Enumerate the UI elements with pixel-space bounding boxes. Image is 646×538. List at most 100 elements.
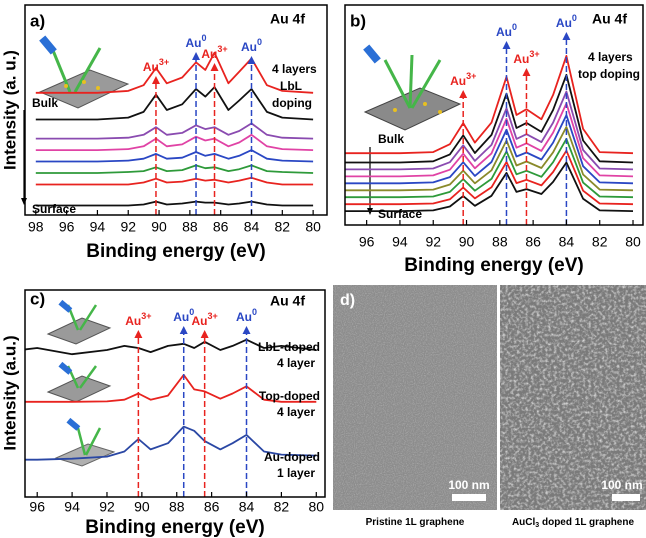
- annotation: top doping: [578, 67, 640, 81]
- peak-label: Au3+: [450, 71, 476, 88]
- x-axis-label: Binding energy (eV): [86, 241, 265, 262]
- peak-arrow: [502, 41, 510, 49]
- scale-bar: [612, 494, 640, 501]
- panel-label: c): [30, 289, 45, 308]
- annotation: 4 layer: [277, 356, 315, 370]
- annotation: LbL: [280, 79, 302, 93]
- inset-schematic: [363, 45, 460, 130]
- x-tick-label: 84: [559, 234, 575, 250]
- panel-label: d): [340, 292, 355, 309]
- peak-label-sup: 0: [572, 13, 577, 23]
- annotation: LbL-doped: [258, 340, 320, 354]
- panel-title: Au 4f: [270, 293, 305, 309]
- peak-arrow: [248, 56, 256, 64]
- annotation: Surface: [378, 207, 422, 221]
- peak-label-base: Au: [513, 52, 529, 66]
- peak-arrow: [180, 326, 188, 334]
- spectrum-line: [36, 150, 313, 161]
- peak-label: Au0: [241, 37, 262, 54]
- annotation: 4 layers: [588, 50, 633, 64]
- annotation: Top-doped: [259, 389, 320, 403]
- x-tick-label: 98: [28, 219, 44, 235]
- x-tick-label: 80: [305, 219, 321, 235]
- x-axis-label: Binding energy (eV): [85, 517, 264, 538]
- x-tick-label: 82: [275, 219, 291, 235]
- x-tick-label: 94: [392, 234, 408, 250]
- peak-label: Au3+: [201, 44, 227, 61]
- peak-label-base: Au: [186, 36, 202, 50]
- x-tick-label: 92: [425, 234, 441, 250]
- x-tick-label: 92: [99, 499, 115, 515]
- annotation: Surface: [32, 202, 76, 216]
- peak-arrow: [134, 330, 142, 338]
- peak-label-sup: 3+: [208, 311, 218, 321]
- peak-label: Au3+: [192, 311, 218, 328]
- x-tick-label: 86: [204, 499, 220, 515]
- x-tick-label: 84: [244, 219, 260, 235]
- spectrum-line: [333, 115, 633, 183]
- peak-arrow: [192, 52, 200, 60]
- panel-label: b): [350, 11, 366, 30]
- peak-label-base: Au: [241, 40, 257, 54]
- annotation: 4 layer: [277, 405, 315, 419]
- peak-arrow: [459, 90, 467, 98]
- spectrum-line: [36, 202, 313, 206]
- peak-label-sup: 0: [512, 22, 517, 32]
- x-tick-label: 94: [64, 499, 80, 515]
- inset-schematic: [48, 300, 114, 466]
- x-tick-label: 94: [90, 219, 106, 235]
- spectrum-line: [333, 75, 633, 163]
- scale-label: 100 nm: [448, 478, 489, 492]
- peak-label-base: Au: [201, 47, 217, 61]
- image-caption: AuCl3 doped 1L graphene: [512, 517, 635, 529]
- x-tick-label: 90: [459, 234, 475, 250]
- panel-label: a): [30, 11, 45, 30]
- figure: d) 100 nm 100 nm Pristine 1L graphene Au…: [0, 0, 646, 538]
- x-tick-label: 80: [625, 234, 641, 250]
- x-tick-label: 90: [151, 219, 167, 235]
- scale-label: 100 nm: [601, 478, 642, 492]
- peak-label: Au3+: [125, 311, 151, 328]
- peak-label-base: Au: [192, 314, 208, 328]
- annotation: 1 layer: [277, 466, 315, 480]
- image-caption: Pristine 1L graphene: [366, 517, 465, 528]
- x-tick-label: 96: [29, 499, 45, 515]
- peak-label-base: Au: [173, 310, 189, 324]
- annotation: 4 layers: [272, 62, 317, 76]
- sem-texture: [333, 285, 497, 510]
- peak-label: Au3+: [513, 49, 539, 66]
- spectrum-line: [36, 178, 313, 185]
- y-axis-label: Intensity (a. u.): [0, 50, 19, 170]
- peak-label: Au0: [556, 13, 577, 30]
- x-tick-label: 88: [492, 234, 508, 250]
- x-tick-label: 92: [120, 219, 136, 235]
- peak-label-sup: 3+: [217, 44, 227, 54]
- peak-label-sup: 0: [202, 33, 207, 43]
- x-tick-label: 90: [134, 499, 150, 515]
- peak-label-sup: 3+: [141, 311, 151, 321]
- x-tick-label: 82: [592, 234, 608, 250]
- peak-arrow: [201, 330, 209, 338]
- spectrum-line: [36, 135, 313, 150]
- peak-label-sup: 0: [252, 307, 257, 317]
- spectrum-line: [36, 165, 313, 173]
- x-tick-label: 96: [359, 234, 375, 250]
- peak-label-base: Au: [450, 74, 466, 88]
- peak-label-base: Au: [236, 310, 252, 324]
- peak-arrow: [152, 76, 160, 84]
- caption-part: doped 1L graphene: [539, 517, 634, 528]
- peak-label-base: Au: [556, 16, 572, 30]
- x-tick-label: 88: [182, 219, 198, 235]
- peak-label-base: Au: [143, 60, 159, 74]
- sem-texture: [500, 285, 646, 510]
- divider: [497, 285, 500, 510]
- annotation: doping: [272, 96, 312, 110]
- peak-label-base: Au: [125, 314, 141, 328]
- panel-title: Au 4f: [592, 11, 627, 27]
- x-tick-label: 82: [274, 499, 290, 515]
- peak-label: Au3+: [143, 57, 169, 74]
- peak-label: Au0: [496, 22, 517, 39]
- x-tick-label: 86: [525, 234, 541, 250]
- x-tick-label: 80: [308, 499, 324, 515]
